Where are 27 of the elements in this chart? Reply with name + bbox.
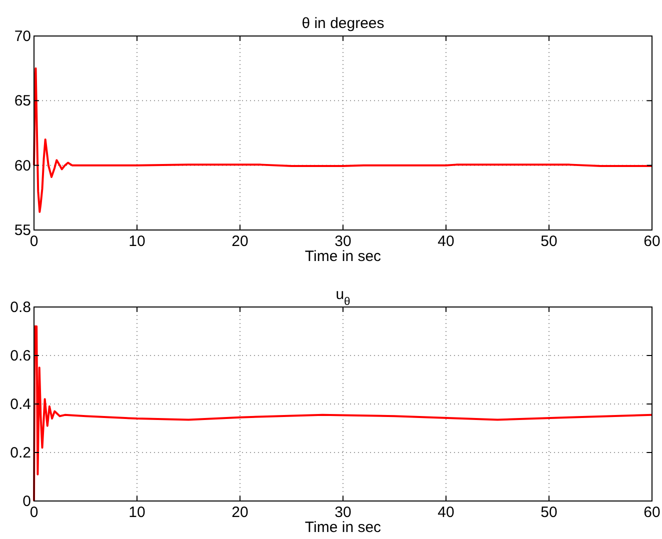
- chart-title: θ in degrees: [302, 15, 384, 32]
- x-tick-label: 30: [334, 504, 352, 521]
- x-tick-label: 20: [232, 504, 248, 521]
- line-series: [33, 67, 653, 213]
- x-tick-label: 40: [438, 504, 454, 521]
- y-tick-label: 0.2: [10, 444, 31, 462]
- chart-title: u$_{θ}$: [336, 286, 350, 308]
- y-tick-label: 0.8: [10, 299, 31, 316]
- x-axis-title: Time in sec: [304, 248, 382, 265]
- x-tick-label: 10: [128, 233, 146, 250]
- line-series: [33, 325, 653, 502]
- x-tick-label: 60: [644, 233, 660, 250]
- y-tick-label: 55: [14, 222, 31, 239]
- x-tick-label: 30: [334, 233, 352, 250]
- y-tick-label: 70: [14, 28, 31, 45]
- x-tick-label: 40: [438, 233, 454, 250]
- x-tick-label: 10: [128, 504, 146, 521]
- y-tick-label: 65: [14, 92, 31, 110]
- x-tick-label: 50: [540, 504, 558, 521]
- y-tick-label: 0: [22, 493, 31, 510]
- y-tick-label: 0.6: [10, 348, 31, 364]
- x-axis-title: Time in sec: [304, 519, 382, 536]
- y-tick-label: 60: [14, 157, 31, 174]
- x-tick-label: 50: [540, 233, 558, 250]
- x-tick-label: 20: [232, 233, 248, 250]
- y-tick-label: 0.4: [10, 396, 31, 413]
- x-tick-label: 60: [644, 504, 660, 521]
